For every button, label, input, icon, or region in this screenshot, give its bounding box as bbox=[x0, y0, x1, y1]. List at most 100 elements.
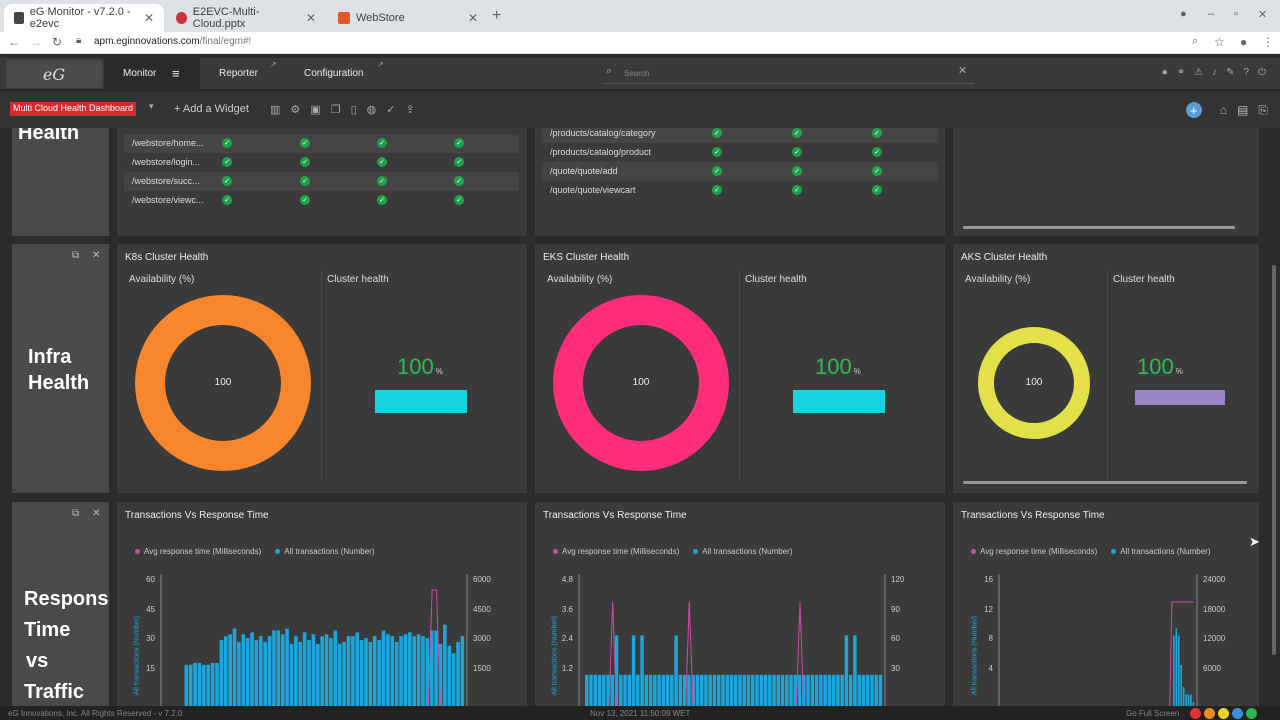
new-tab-icon[interactable]: + bbox=[492, 7, 502, 24]
clear-search-icon[interactable]: ✕ bbox=[958, 65, 968, 77]
transaction-bar bbox=[870, 674, 874, 706]
transaction-bar bbox=[294, 636, 298, 706]
check-status-icon: ✓ bbox=[300, 176, 310, 186]
close-tab-icon[interactable]: ✕ bbox=[305, 11, 316, 25]
external-link-icon: ↗ bbox=[270, 60, 277, 69]
legend-item-response[interactable]: Avg response time (Milliseconds) bbox=[971, 547, 1097, 556]
url-name[interactable]: /webstore/succ... bbox=[132, 176, 200, 186]
browser-tab-webstore[interactable]: WebStore ✕ bbox=[328, 4, 488, 32]
url-name[interactable]: /webstore/login... bbox=[132, 157, 201, 167]
close-tab-icon[interactable]: ✕ bbox=[467, 11, 478, 25]
y-tick-left: 45 bbox=[146, 604, 155, 614]
add-circle-icon[interactable]: + bbox=[1185, 102, 1202, 118]
legend-item-response[interactable]: Avg response time (Milliseconds) bbox=[553, 547, 679, 556]
close-icon[interactable]: ✕ bbox=[92, 508, 101, 519]
legend-item-response[interactable]: Avg response time (Milliseconds) bbox=[135, 547, 261, 556]
transactions-chart-panel: Transactions Vs Response Time Avg respons… bbox=[535, 502, 978, 706]
export-icon[interactable]: ⇪ bbox=[405, 104, 415, 116]
delete-icon[interactable]: ▯ bbox=[350, 104, 357, 116]
power-icon[interactable]: ⏻ bbox=[1258, 67, 1266, 78]
close-icon[interactable]: ✕ bbox=[92, 250, 101, 261]
image-icon[interactable]: ▣ bbox=[310, 104, 321, 116]
home-icon[interactable]: ⌂ bbox=[1219, 103, 1228, 117]
tools-icon[interactable]: ✎ bbox=[1226, 67, 1235, 78]
maximize-icon[interactable]: ▫ bbox=[1234, 8, 1238, 20]
check-status-icon: ✓ bbox=[454, 195, 464, 205]
document-icon[interactable]: ▤ bbox=[1237, 103, 1249, 117]
info-status-icon[interactable] bbox=[1232, 708, 1243, 719]
y-tick-right: 6000 bbox=[1203, 663, 1221, 673]
url-field[interactable]: apm.eginnovations.com/final/egm#! bbox=[94, 36, 251, 47]
zoom-icon[interactable]: ⌕ bbox=[1192, 35, 1199, 47]
transaction-bar bbox=[789, 674, 793, 706]
horizontal-scrollbar[interactable] bbox=[963, 481, 1247, 484]
hamburger-icon[interactable]: ≡ bbox=[172, 66, 180, 81]
dashboard-selector[interactable]: Multi Cloud Health Dashboard bbox=[10, 102, 137, 116]
url-name[interactable]: /products/catalog/product bbox=[550, 147, 652, 157]
url-name[interactable]: /products/catalog/category bbox=[550, 128, 656, 138]
chevron-down-icon[interactable]: ▾ bbox=[149, 101, 154, 111]
add-widget-button[interactable]: + Add a Widget bbox=[174, 103, 249, 115]
share-icon[interactable]: ⎘ bbox=[1258, 102, 1268, 117]
legend-item-transactions[interactable]: All transactions (Number) bbox=[693, 547, 792, 556]
horizontal-scrollbar[interactable] bbox=[963, 226, 1235, 229]
donut-value: 100 bbox=[1025, 377, 1043, 388]
profile-icon[interactable]: ● bbox=[1180, 8, 1187, 20]
transaction-bar bbox=[759, 674, 763, 706]
transaction-bar bbox=[810, 674, 815, 706]
cluster-health-panel: AKS Cluster Health Availability (%) Cluste… bbox=[953, 244, 1259, 493]
bookmark-star-icon[interactable]: ☆ bbox=[1214, 35, 1225, 49]
transaction-bar bbox=[755, 674, 759, 706]
minimize-icon[interactable]: – bbox=[1208, 8, 1215, 20]
search-input[interactable]: ⌕ Search ✕ bbox=[604, 64, 974, 84]
fullscreen-link[interactable]: Go Full Screen bbox=[1126, 709, 1180, 718]
monitor-menu[interactable]: Monitor bbox=[123, 68, 157, 79]
page-scrollbar[interactable] bbox=[1272, 265, 1276, 655]
transaction-bar bbox=[1185, 694, 1187, 706]
critical-status-icon[interactable] bbox=[1190, 708, 1201, 719]
configuration-menu[interactable]: Configuration bbox=[304, 68, 364, 79]
legend-item-transactions[interactable]: All transactions (Number) bbox=[1111, 547, 1210, 556]
layout-icon[interactable]: ▥ bbox=[270, 104, 281, 116]
alert-icon[interactable]: ⚠ bbox=[1194, 67, 1204, 78]
close-tab-icon[interactable]: ✕ bbox=[143, 11, 154, 25]
forward-icon[interactable]: → bbox=[30, 35, 42, 49]
check-status-icon: ✓ bbox=[792, 185, 802, 195]
legend-item-transactions[interactable]: All transactions (Number) bbox=[275, 547, 374, 556]
settings-icon[interactable]: ⚙ bbox=[290, 104, 301, 116]
major-status-icon[interactable] bbox=[1204, 708, 1215, 719]
url-name[interactable]: /webstore/home... bbox=[132, 138, 204, 148]
transaction-bar bbox=[245, 638, 250, 706]
bell-icon[interactable]: ♪ bbox=[1212, 67, 1218, 78]
back-icon[interactable]: ← bbox=[8, 35, 20, 49]
transaction-bar bbox=[337, 643, 342, 706]
check-icon[interactable]: ✓ bbox=[386, 104, 396, 116]
reload-icon[interactable]: ↻ bbox=[52, 35, 63, 49]
link-icon[interactable]: ⚭ bbox=[1176, 67, 1186, 78]
check-status-icon: ✓ bbox=[872, 185, 882, 195]
browser-tab-egmonitor[interactable]: eG Monitor - v7.2.0 - e2evc ✕ bbox=[4, 4, 164, 32]
url-name[interactable]: /webstore/viewc... bbox=[132, 195, 204, 205]
url-name[interactable]: /quote/quote/add bbox=[550, 166, 618, 176]
window-close-icon[interactable]: ✕ bbox=[1258, 9, 1268, 21]
copy-icon[interactable]: ❐ bbox=[330, 104, 341, 116]
normal-status-icon[interactable] bbox=[1246, 708, 1257, 719]
help-icon[interactable]: ? bbox=[1243, 67, 1250, 78]
reporter-menu[interactable]: Reporter bbox=[219, 68, 258, 79]
status-buttons bbox=[1190, 708, 1257, 719]
browser-tab-pptx[interactable]: E2EVC-Multi-Cloud.pptx ✕ bbox=[166, 4, 326, 32]
minor-status-icon[interactable] bbox=[1218, 708, 1229, 719]
transaction-bar bbox=[844, 635, 849, 706]
url-host: apm.eginnovations.com bbox=[94, 36, 200, 47]
globe-icon[interactable]: ◍ bbox=[366, 104, 377, 116]
restore-icon[interactable]: ⧉ bbox=[72, 250, 80, 261]
browser-menu-icon[interactable]: ⋮ bbox=[1262, 35, 1274, 49]
transaction-bar bbox=[631, 635, 636, 706]
account-icon[interactable]: ● bbox=[1240, 35, 1248, 49]
user-icon[interactable]: ● bbox=[1161, 67, 1168, 78]
url-name[interactable]: /quote/quote/viewcart bbox=[550, 185, 636, 195]
transaction-bar bbox=[619, 674, 623, 706]
row-label-line: Health bbox=[28, 372, 90, 394]
restore-icon[interactable]: ⧉ bbox=[72, 508, 80, 519]
transaction-bar bbox=[768, 674, 772, 706]
